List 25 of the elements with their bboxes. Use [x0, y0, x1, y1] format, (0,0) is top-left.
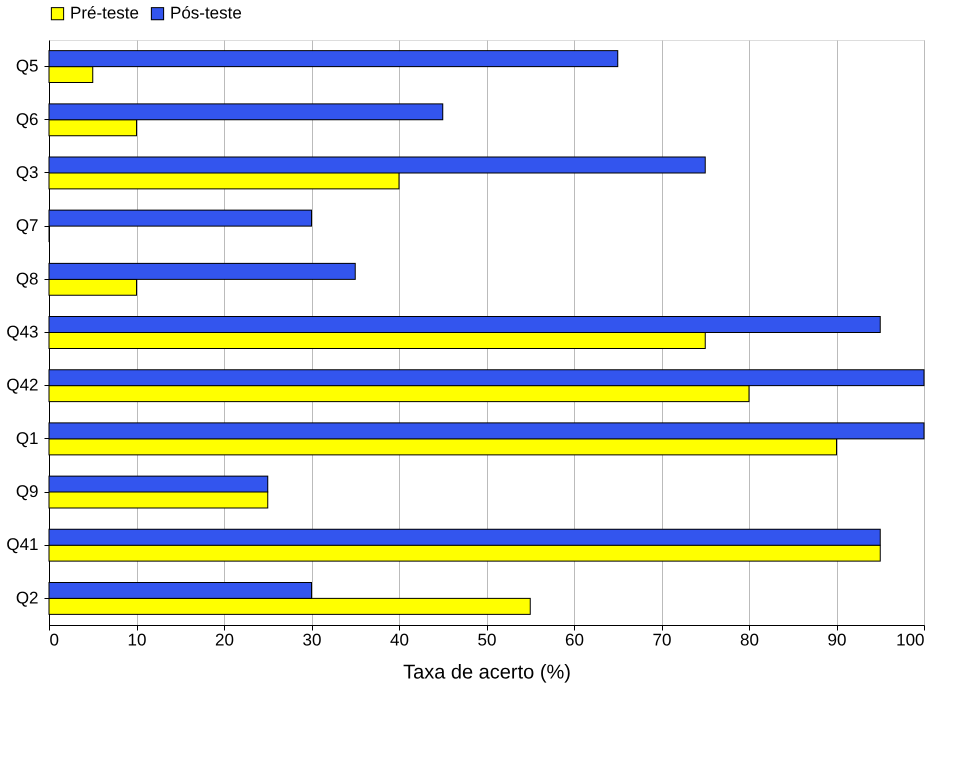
y-tick-label: Q7: [16, 216, 38, 236]
y-tick-label: Q8: [16, 269, 38, 288]
x-tick-label: 90: [828, 630, 846, 650]
x-tick-label: 80: [740, 630, 759, 650]
y-tick-label: Q43: [6, 322, 38, 342]
legend-label: Pós-teste: [170, 4, 242, 23]
x-tick-label: 20: [215, 630, 234, 650]
x-tick-label: 100: [896, 630, 924, 650]
x-tick-label: 10: [128, 630, 146, 650]
x-tick-label: 70: [652, 630, 672, 650]
y-tick-label: Q1: [16, 428, 38, 448]
y-tick-label: Q9: [16, 482, 38, 502]
x-tick-label: 60: [565, 630, 584, 650]
y-tick-label: Q41: [6, 535, 38, 554]
y-tick-label: Q2: [16, 588, 38, 608]
x-tick-label: 30: [302, 630, 322, 650]
y-tick-label: Q6: [16, 110, 38, 129]
y-tick-label: Q42: [6, 376, 38, 395]
y-tick-label: Q5: [16, 56, 38, 76]
x-tick-label: 0: [50, 630, 59, 650]
x-tick-label: 40: [390, 630, 409, 650]
x-tick-label: 50: [478, 630, 496, 650]
legend-label: Pré-teste: [70, 4, 139, 23]
x-axis-title: Taxa de acerto (%): [403, 662, 571, 684]
y-tick-label: Q3: [16, 162, 38, 182]
